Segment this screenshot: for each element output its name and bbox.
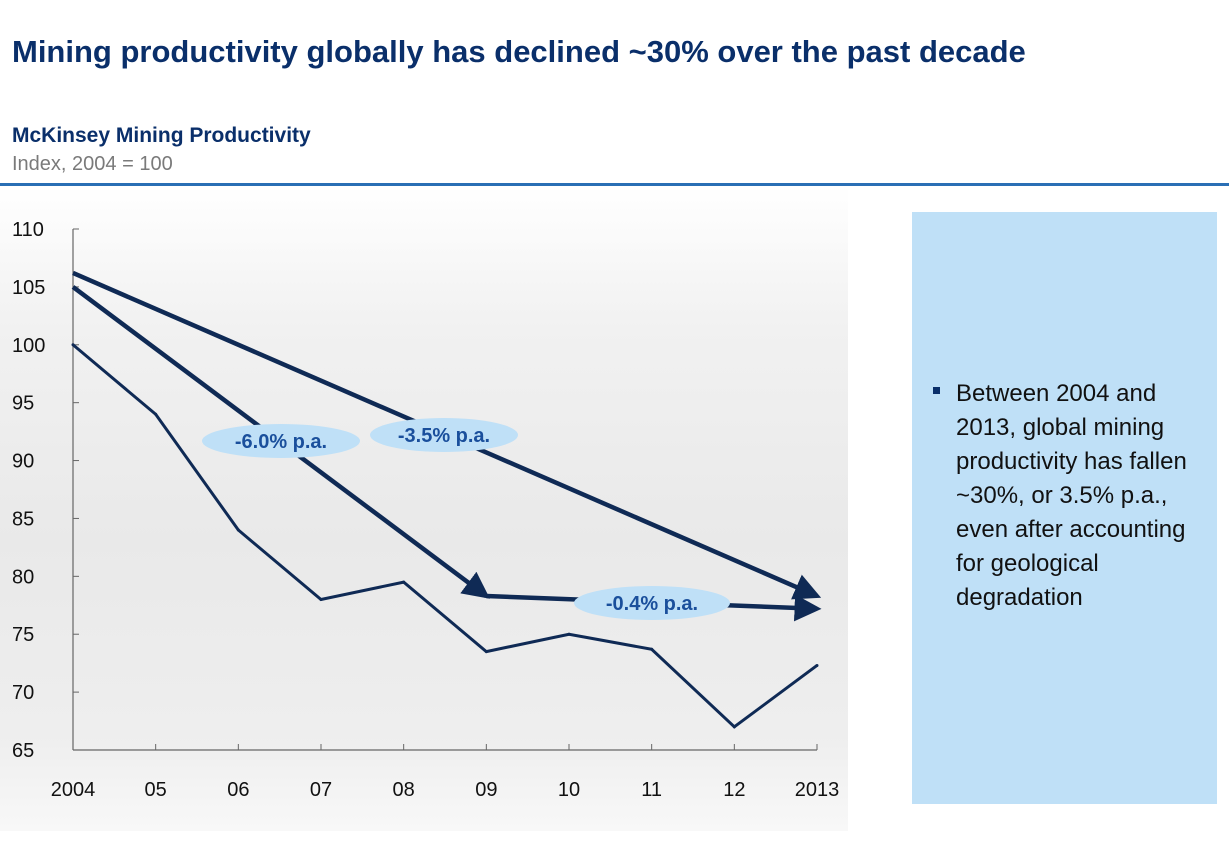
y-tick-label: 75 xyxy=(12,624,34,646)
insight-callout: Between 2004 and 2013, global mining pro… xyxy=(912,212,1217,804)
x-tick-label: 11 xyxy=(641,779,662,801)
x-tick-label: 06 xyxy=(227,779,249,801)
chart-subtitle: McKinsey Mining Productivity xyxy=(12,124,311,147)
data-point xyxy=(567,632,571,636)
header-divider xyxy=(0,183,1229,186)
data-point xyxy=(236,528,240,532)
bullet-marker xyxy=(933,387,940,394)
productivity-chart: 110 105 100 95 90 85 80 75 70 65 2004 05 06 07 08 09 10 1… xyxy=(12,219,840,801)
trend-label-pill xyxy=(202,424,360,458)
trend-label: -6.0% p.a. xyxy=(235,431,327,453)
trend-label-pill xyxy=(370,418,518,452)
y-tick-label: 80 xyxy=(12,566,34,588)
data-point xyxy=(319,597,323,601)
data-point xyxy=(402,580,406,584)
trend-label: -0.4% p.a. xyxy=(606,593,698,615)
page-title: Mining productivity globally has decline… xyxy=(12,34,1026,69)
y-tick-label: 85 xyxy=(12,508,34,530)
data-point xyxy=(484,650,488,654)
data-point xyxy=(732,725,736,729)
x-tick-label: 05 xyxy=(145,779,167,801)
chart-background xyxy=(0,186,848,831)
series-line xyxy=(72,343,818,729)
x-tick-label: 07 xyxy=(310,779,332,801)
x-tick-label: 2004 xyxy=(51,779,96,801)
y-tick-label: 100 xyxy=(12,335,45,357)
y-tick-label: 90 xyxy=(12,451,34,473)
x-tick-label: 10 xyxy=(558,779,580,801)
trend-label: -3.5% p.a. xyxy=(398,425,490,447)
data-point xyxy=(650,647,654,651)
y-tick-label: 95 xyxy=(12,393,34,415)
x-tick-label: 09 xyxy=(475,779,497,801)
trend-label-pill xyxy=(574,586,730,620)
y-tick-label: 110 xyxy=(12,219,44,241)
data-point xyxy=(815,663,819,667)
data-point xyxy=(71,343,75,347)
y-tick-label: 65 xyxy=(12,740,34,762)
chart-unit-label: Index, 2004 = 100 xyxy=(12,153,173,175)
y-tick-label: 70 xyxy=(12,682,34,704)
x-tick-label: 2013 xyxy=(795,779,840,801)
callout-text: Between 2004 and 2013, global mining pro… xyxy=(956,380,1187,611)
x-tick-label: 08 xyxy=(393,779,415,801)
y-tick-label: 105 xyxy=(12,277,45,299)
data-point xyxy=(154,412,158,416)
x-tick-label: 12 xyxy=(723,779,745,801)
